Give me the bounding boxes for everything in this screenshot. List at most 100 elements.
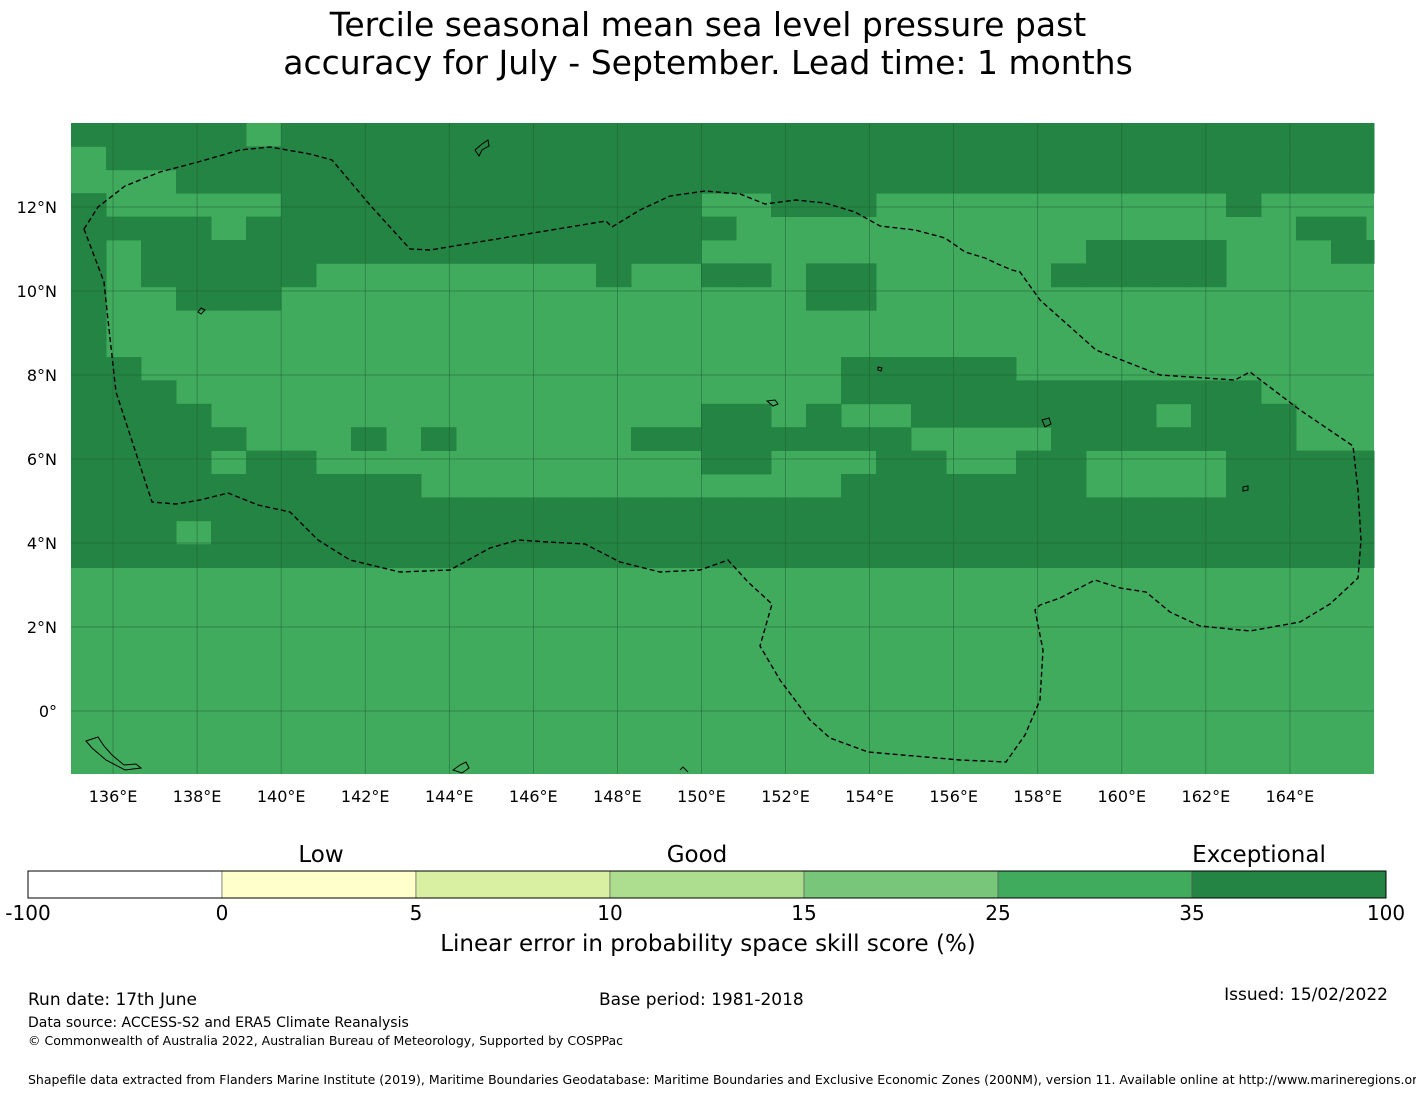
skill-cell	[421, 169, 457, 194]
skill-cell	[1296, 169, 1332, 194]
skill-cell	[596, 169, 632, 194]
skill-cell	[141, 497, 177, 522]
skill-cell	[1156, 544, 1192, 568]
skill-cell	[1261, 450, 1297, 475]
skill-cell	[351, 474, 387, 498]
skill-cell	[1366, 497, 1375, 522]
longitude-tick-label: 146°E	[509, 787, 558, 806]
shapefile-note: Shapefile data extracted from Flanders M…	[28, 1072, 1416, 1087]
graticule	[71, 123, 1374, 774]
skill-cell	[1051, 123, 1087, 147]
skill-cell	[771, 497, 807, 522]
skill-cell	[106, 474, 142, 498]
skill-cell	[456, 520, 492, 545]
skill-cell	[141, 216, 177, 241]
skill-cell	[211, 123, 247, 147]
skill-cell	[456, 497, 492, 522]
skill-cell	[1016, 123, 1052, 147]
skill-cell	[876, 520, 912, 545]
skill-cell	[211, 520, 247, 545]
skill-cell	[106, 380, 142, 405]
skill-cell	[946, 497, 982, 522]
skill-cell	[841, 169, 877, 194]
skill-cell	[211, 240, 247, 264]
skill-cell	[911, 474, 947, 498]
skill-cell	[456, 193, 492, 217]
skill-cell	[561, 216, 597, 241]
skill-cell	[456, 240, 492, 264]
colorbar-tick: -100	[5, 901, 51, 925]
skill-cell	[106, 497, 142, 522]
skill-cell	[911, 544, 947, 568]
skill-cell	[1226, 403, 1262, 428]
skill-cell	[841, 146, 877, 171]
skill-cell	[526, 146, 562, 171]
skill-cell	[1191, 497, 1227, 522]
skill-cell	[981, 380, 1017, 405]
skill-cell	[1331, 497, 1367, 522]
skill-cell	[1261, 497, 1297, 522]
skill-cell	[631, 216, 667, 241]
skill-cell	[596, 544, 632, 568]
skill-cell	[1191, 240, 1227, 264]
skill-cell	[771, 146, 807, 171]
skill-cell	[281, 123, 317, 147]
skill-cell	[946, 403, 982, 428]
colorbar-label: Linear error in probability space skill …	[440, 931, 976, 957]
skill-cell	[71, 497, 107, 522]
skill-cell	[246, 146, 282, 171]
skill-cell	[421, 123, 457, 147]
skill-cell	[981, 520, 1017, 545]
skill-cell	[351, 216, 387, 241]
skill-cell	[281, 146, 317, 171]
skill-cell	[841, 497, 877, 522]
skill-cell	[946, 474, 982, 498]
skill-cell	[1156, 240, 1192, 264]
skill-cell	[71, 544, 107, 568]
skill-cell	[1051, 146, 1087, 171]
skill-cell	[1051, 427, 1087, 451]
skill-cell	[771, 427, 807, 451]
skill-cell	[1086, 169, 1122, 194]
latitude-tick-label: 6°N	[27, 450, 57, 469]
skill-cell	[211, 146, 247, 171]
skill-cell	[246, 240, 282, 264]
skill-cell	[1156, 169, 1192, 194]
skill-cell	[386, 544, 422, 568]
skill-cell	[386, 146, 422, 171]
skill-cell	[1366, 123, 1375, 147]
skill-cell	[876, 146, 912, 171]
skill-cell	[176, 240, 212, 264]
skill-cell	[1086, 146, 1122, 171]
colorbar-segment	[609, 870, 805, 899]
skill-cell	[246, 450, 282, 475]
skill-cell	[1261, 123, 1297, 147]
skill-cell	[421, 544, 457, 568]
skill-cell	[526, 240, 562, 264]
skill-cell	[1156, 146, 1192, 171]
skill-cell	[526, 520, 562, 545]
longitude-tick-label: 148°E	[593, 787, 642, 806]
skill-cell	[841, 123, 877, 147]
skill-cell	[281, 216, 317, 241]
skill-cell	[246, 497, 282, 522]
skill-cell	[561, 544, 597, 568]
skill-cell	[1121, 240, 1157, 264]
skill-cell	[1121, 169, 1157, 194]
colorbar-tick: 0	[215, 901, 229, 925]
skill-cell	[106, 146, 142, 171]
skill-cell	[316, 216, 352, 241]
skill-grid	[71, 123, 1375, 774]
skill-cell	[771, 193, 807, 217]
skill-cell	[71, 357, 107, 381]
colorbar-segment	[803, 870, 999, 899]
skill-cell	[1261, 146, 1297, 171]
skill-cell	[946, 146, 982, 171]
skill-cell	[386, 520, 422, 545]
colorbar-segment	[415, 870, 611, 899]
skill-cell	[1051, 497, 1087, 522]
run-date: Run date: 17th June	[28, 990, 197, 1010]
skill-cell	[316, 497, 352, 522]
skill-cell	[1191, 146, 1227, 171]
latitude-tick-label: 2°N	[27, 618, 57, 637]
